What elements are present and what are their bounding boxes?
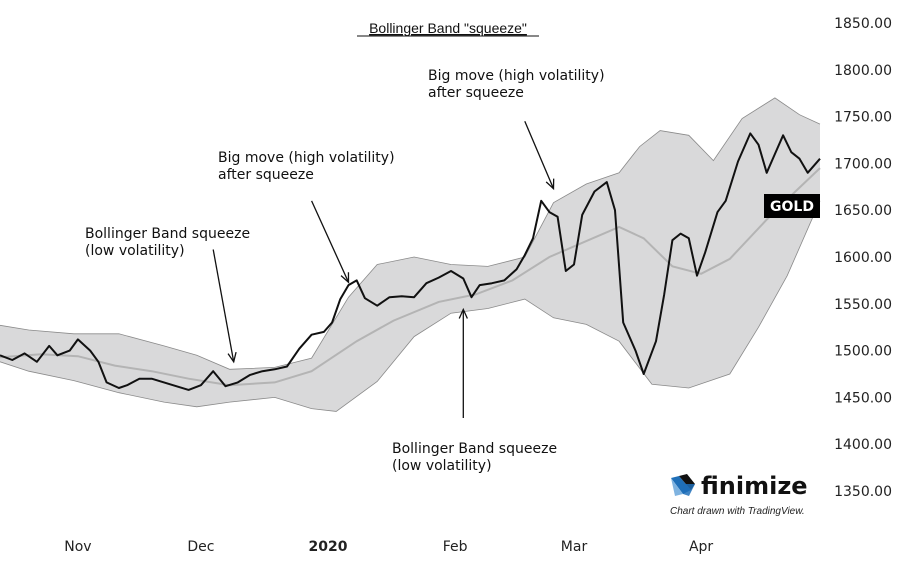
chart-title: Bollinger Band "squeeze": [369, 20, 527, 36]
annotation-bigmove-2: Big move (high volatility) after squeeze: [428, 68, 605, 101]
annotation-squeeze-1-line2: (low volatility): [85, 243, 185, 259]
y-tick-label: 1850.00: [834, 16, 892, 32]
annotation-bigmove-1-line1: Big move (high volatility): [218, 150, 395, 166]
annotation-bigmove-1-line2: after squeeze: [218, 167, 314, 183]
annotation-bigmove-1: Big move (high volatility) after squeeze: [218, 150, 395, 183]
x-tick-label: Mar: [561, 539, 588, 555]
annotation-bigmove-2-line2: after squeeze: [428, 85, 524, 101]
finimize-wordmark: finimize: [701, 472, 808, 500]
last-price-label-text: GOLD: [770, 199, 814, 215]
y-tick-label: 1700.00: [834, 156, 892, 172]
annotation-bigmove-2-line1: Big move (high volatility): [428, 68, 605, 84]
bollinger-band-fill: [0, 97, 820, 412]
middle-band-line: [0, 167, 821, 387]
y-tick-label: 1400.00: [834, 437, 892, 453]
gold-price-line: [0, 132, 821, 391]
annotation-squeeze-2-line1: Bollinger Band squeeze: [392, 441, 557, 457]
annotation-arrows: [212, 121, 555, 418]
annotation-squeeze-2-line2: (low volatility): [392, 458, 492, 474]
x-tick-label: 2020: [309, 539, 348, 555]
ann-squeeze-1-arrow: [212, 249, 237, 364]
last-price-label: GOLD: [764, 194, 820, 218]
last-price-label-bg: [764, 194, 820, 218]
finimize-brand: finimize Chart drawn with TradingView.: [670, 472, 808, 517]
upper-band-line: [0, 97, 821, 370]
x-tick-label: Feb: [443, 539, 468, 555]
ann-bigmove-2-arrow: [524, 121, 555, 191]
annotations: Bollinger Band squeeze (low volatility) …: [85, 68, 605, 474]
annotation-squeeze-1: Bollinger Band squeeze (low volatility): [85, 226, 250, 259]
x-axis: Nov Dec 2020 Feb Mar Apr: [64, 539, 713, 555]
y-tick-label: 1800.00: [834, 63, 892, 79]
x-tick-label: Dec: [187, 539, 214, 555]
x-tick-label: Apr: [689, 539, 713, 555]
tradingview-credit: Chart drawn with TradingView.: [670, 506, 805, 517]
annotation-squeeze-2: Bollinger Band squeeze (low volatility): [392, 441, 557, 474]
y-tick-label: 1550.00: [834, 297, 892, 313]
y-tick-label: 1450.00: [834, 390, 892, 406]
y-tick-label: 1600.00: [834, 250, 892, 266]
annotation-squeeze-1-line1: Bollinger Band squeeze: [85, 226, 250, 242]
finimize-logo-icon: [671, 474, 695, 496]
plot-area: [0, 97, 821, 412]
y-axis: 1350.00 1400.00 1450.00 1500.00 1550.00 1600.…: [834, 16, 892, 500]
y-tick-label: 1650.00: [834, 203, 892, 219]
lower-band-line: [0, 200, 821, 412]
y-tick-label: 1350.00: [834, 484, 892, 500]
y-tick-label: 1750.00: [834, 110, 892, 126]
ann-squeeze-2-arrow: [458, 307, 468, 418]
y-tick-label: 1500.00: [834, 344, 892, 360]
ann-bigmove-1-arrow: [311, 200, 350, 284]
x-tick-label: Nov: [64, 539, 91, 555]
